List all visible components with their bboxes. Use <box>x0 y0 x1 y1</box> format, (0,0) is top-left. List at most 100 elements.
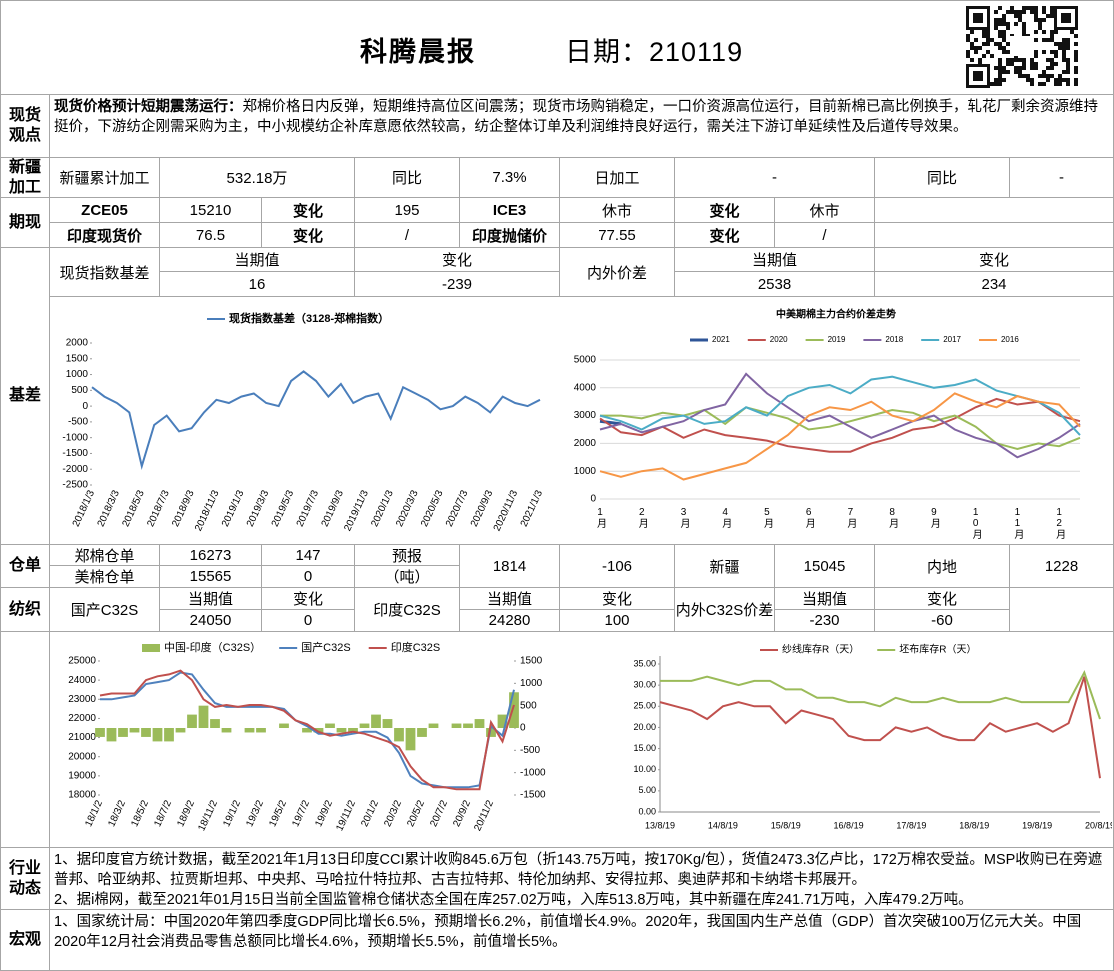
qr-module <box>1038 74 1042 78</box>
x-tick-label: 18/8/19 <box>959 820 989 830</box>
legend-label: 纱线库存R（天） <box>782 643 859 656</box>
x-tick-label: 20/8/19 <box>1085 820 1112 830</box>
qr-module <box>1050 38 1054 42</box>
qr-module <box>1066 42 1070 46</box>
blank-cell <box>875 198 1114 223</box>
y-tick-label: -500 <box>68 417 88 428</box>
cell: 0 <box>262 610 355 632</box>
qr-module <box>1002 18 1006 22</box>
qr-module <box>1006 62 1010 66</box>
paragraph: 1、据印度官方统计数据，截至2021年1月13日印度CCI累计收购845.6万包… <box>54 852 1103 888</box>
qr-module <box>1034 66 1038 70</box>
bar <box>474 719 485 728</box>
qr-module <box>986 42 990 46</box>
cell: 变化 <box>675 198 775 223</box>
cell: 变化 <box>560 588 675 610</box>
x-tick-label: 20/11/2 <box>472 798 496 833</box>
qr-module <box>1058 46 1062 50</box>
cell: 234 <box>875 272 1114 297</box>
qr-module <box>998 18 1002 22</box>
qr-module <box>1030 66 1034 70</box>
cell: 76.5 <box>160 223 262 248</box>
cell: 77.55 <box>560 223 675 248</box>
x-tick-label: 2018/11/3 <box>193 488 222 533</box>
cell: 现货观点 <box>0 95 50 158</box>
x-tick-label: 2018/1/3 <box>71 488 98 528</box>
bar <box>394 728 404 742</box>
qr-module <box>1050 74 1054 78</box>
qr-module <box>1002 22 1006 26</box>
y-tick-label: 25.00 <box>633 701 656 711</box>
y-tick-label: 1000 <box>574 466 597 477</box>
legend-label: 2019 <box>828 335 846 344</box>
paragraph: 2、据i棉网，截至2021年01月15日当前全国监管棉仓储状态全国在库257.0… <box>54 892 973 908</box>
x-tick-label: 18/5/2 <box>129 798 151 828</box>
cell: 195 <box>355 198 460 223</box>
bar <box>164 728 174 742</box>
cell: 新疆 <box>675 545 775 588</box>
x-tick-label: 12月 <box>1054 507 1066 540</box>
cell: 变化 <box>875 248 1114 272</box>
cell: 同比 <box>875 158 1010 198</box>
qr-module <box>1066 46 1070 50</box>
bar <box>152 728 163 742</box>
qr-module <box>1058 78 1062 82</box>
qr-module <box>978 58 982 62</box>
x-tick-label: 17/8/19 <box>896 820 926 830</box>
qr-module <box>998 62 1002 66</box>
cell: 期现 <box>0 198 50 248</box>
bar <box>210 719 220 728</box>
legend-label: 2016 <box>1001 335 1019 344</box>
qr-module <box>1018 74 1022 78</box>
y2-tick-label: 500 <box>520 700 537 711</box>
qr-module <box>970 46 974 50</box>
qr-module <box>1074 42 1078 46</box>
cell: 24050 <box>160 610 262 632</box>
blank-cell <box>875 223 1114 248</box>
qr-module <box>1006 70 1010 74</box>
qr-module <box>1022 30 1026 34</box>
qr-module <box>1018 58 1022 62</box>
cell: ZCE05 <box>50 198 160 223</box>
qr-module <box>966 38 970 42</box>
cell: 日加工 <box>560 158 675 198</box>
qr-module <box>1074 34 1078 38</box>
bar <box>244 728 255 733</box>
x-tick-label: 19/3/2 <box>244 798 266 828</box>
qr-module <box>1062 46 1066 50</box>
qr-module <box>1066 82 1070 86</box>
qr-module <box>1030 78 1034 82</box>
x-tick-label: 2月 <box>636 507 648 529</box>
y2-tick-label: 1000 <box>520 678 543 689</box>
chart: 中美期棉主力合约价差走势 5000 4000 3000 2000 1000 0 1月 2月 3月 4… <box>574 308 1081 540</box>
qr-module <box>982 54 986 58</box>
x-tick-label: 2020/5/3 <box>419 488 446 528</box>
x-tick-label: 20/1/2 <box>359 798 381 828</box>
qr-module <box>1014 70 1018 74</box>
cell: 0 <box>262 566 355 588</box>
cell: 行业动态 <box>0 848 50 910</box>
qr-module <box>1062 50 1066 54</box>
cell: 1814 <box>460 545 560 588</box>
qr-module <box>1054 54 1058 58</box>
y-tick-label: 19000 <box>68 770 96 781</box>
x-tick-label: 20/3/2 <box>382 798 404 828</box>
y-tick-label: 4000 <box>574 382 597 393</box>
qr-module <box>998 46 1002 50</box>
series-line <box>99 669 515 791</box>
x-tick-label: 2019/11/3 <box>342 488 371 533</box>
cell: 预报 <box>355 545 460 566</box>
qr-module <box>1006 26 1010 30</box>
x-tick-label: 19/5/2 <box>267 798 289 828</box>
x-tick-label: 2020/11/3 <box>492 488 521 533</box>
qr-module <box>1061 13 1071 23</box>
bar <box>497 714 508 728</box>
y-tick-label: 2000 <box>66 338 89 349</box>
blank-cell <box>1010 588 1114 632</box>
bar <box>129 728 140 733</box>
qr-module <box>1058 74 1062 78</box>
qr-module <box>994 66 998 70</box>
x-tick-label: 2018/9/3 <box>170 488 197 528</box>
qr-module <box>1042 10 1046 14</box>
x-tick-label: 15/8/19 <box>771 820 801 830</box>
